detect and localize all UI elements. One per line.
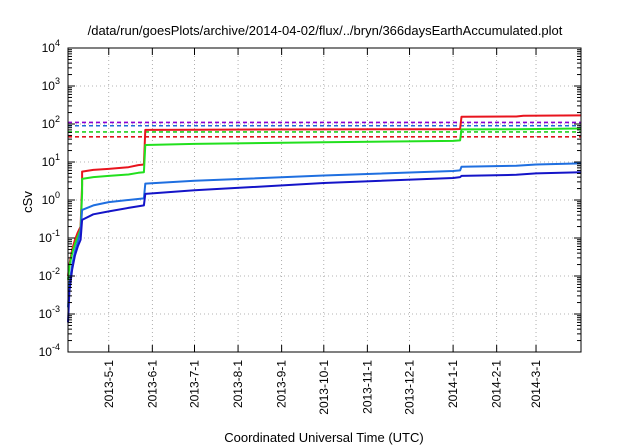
series-line <box>67 114 582 277</box>
x-tick-label: 2013-6-1 <box>145 360 159 408</box>
series-lines <box>67 114 582 323</box>
x-tick-label: 2013-10-1 <box>317 360 331 415</box>
x-axis-label: Coordinated Universal Time (UTC) <box>224 430 423 445</box>
y-tick-label: 101 <box>42 152 60 169</box>
y-tick-label: 10-3 <box>39 304 60 321</box>
x-tick-label: 2013-12-1 <box>403 360 417 415</box>
x-tick-label: 2013-9-1 <box>275 360 289 408</box>
reference-lines <box>68 121 581 138</box>
x-axis: 2013-5-1 2013-6-1 2013-7-1 2013-8-1 2013-9-1… <box>102 48 543 415</box>
y-axis-label: cSv <box>20 191 35 213</box>
series-line <box>67 162 582 308</box>
y-tick-label: 10-1 <box>39 228 60 245</box>
x-tick-label: 2013-7-1 <box>187 360 201 408</box>
y-tick-label: 102 <box>42 114 60 131</box>
grid <box>68 48 581 352</box>
x-tick-label: 2013-11-1 <box>360 360 374 414</box>
series-line <box>67 127 582 280</box>
x-tick-label: 2014-2-1 <box>490 360 504 408</box>
x-tick-label: 2014-3-1 <box>529 360 543 408</box>
x-tick-label: 2014-1-1 <box>446 360 460 408</box>
y-tick-label: 104 <box>42 38 60 55</box>
x-tick-label: 2013-5-1 <box>102 360 116 408</box>
y-tick-label: 100 <box>42 190 60 207</box>
y-axis: 10-4 10-3 10-2 10-1 100 101 102 103 104 <box>39 38 581 359</box>
chart-title: /data/run/goesPlots/archive/2014-04-02/f… <box>88 23 563 38</box>
y-tick-label: 10-4 <box>39 342 60 359</box>
series-line <box>67 171 582 323</box>
y-tick-label: 103 <box>42 76 60 93</box>
y-tick-label: 10-2 <box>39 266 60 283</box>
x-tick-label: 2013-8-1 <box>231 360 245 408</box>
